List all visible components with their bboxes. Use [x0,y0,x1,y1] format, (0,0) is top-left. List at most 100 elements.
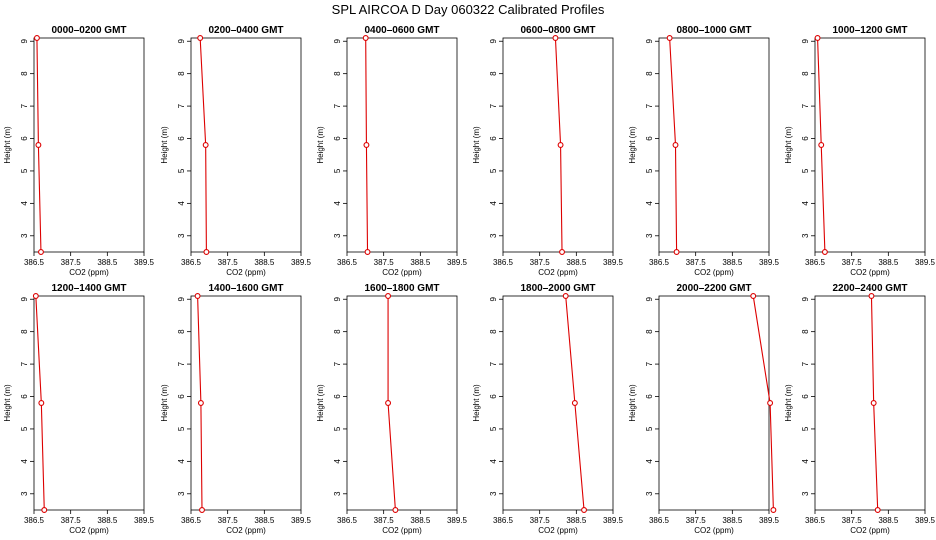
x-tick-label: 389.5 [447,516,468,525]
x-tick-label: 387.5 [61,516,82,525]
y-tick-label: 9 [177,38,186,43]
x-tick-label: 389.5 [915,516,936,525]
y-tick-label: 8 [801,329,810,334]
x-tick-label: 388.5 [410,258,431,267]
panels: 0000–0200 GMT 386.5 387.5 388.5 389.5 3 4 5 6 7 8 9… [3,25,936,535]
y-tick-label: 6 [177,136,186,141]
panel-title: 1000–1200 GMT [832,25,907,36]
y-tick-label: 6 [333,394,342,399]
y-tick-label: 6 [801,136,810,141]
panel-title: 0400–0600 GMT [364,25,439,36]
y-tick-label: 5 [333,426,342,431]
figure-title: SPL AIRCOA D Day 060322 Calibrated Profi… [332,2,605,17]
y-tick-label: 4 [489,201,498,206]
x-tick-label: 388.5 [722,516,743,525]
x-tick-label: 386.5 [337,258,358,267]
plot-box [814,295,926,511]
x-axis-label: CO2 (ppm) [538,268,578,277]
y-tick-label: 5 [177,426,186,431]
plot-box [814,37,926,253]
x-tick-label: 387.5 [374,258,395,267]
x-tick-label: 388.5 [878,258,899,267]
data-point [557,142,564,148]
x-tick-label: 389.5 [134,258,155,267]
y-tick-label: 3 [177,233,186,238]
x-axis-label: CO2 (ppm) [538,526,578,535]
y-axis-label: Height (m) [3,126,12,164]
data-point [868,293,875,299]
data-point [385,293,392,299]
x-tick-label: 386.5 [493,258,514,267]
y-tick-label: 6 [645,136,654,141]
y-tick-label: 6 [333,136,342,141]
y-tick-label: 9 [20,38,29,43]
y-tick-label: 3 [801,233,810,238]
panel-12: 2200–2400 GMT 386.5 387.5 388.5 389.5 3 4 5 6 7 8 9… [784,283,936,535]
x-axis-label: CO2 (ppm) [382,526,422,535]
y-tick-label: 9 [489,296,498,301]
x-tick-label: 387.5 [842,516,863,525]
y-axis-label: Height (m) [472,126,481,164]
y-tick-label: 5 [489,426,498,431]
y-tick-label: 6 [489,394,498,399]
panel-7: 1200–1400 GMT 386.5 387.5 388.5 389.5 3 4 5 6 7 8 9… [3,283,155,535]
panel-4: 0600–0800 GMT 386.5 387.5 388.5 389.5 3 4 5 6 7 8 9… [472,25,624,277]
y-tick-label: 9 [20,296,29,301]
y-tick-label: 8 [489,71,498,76]
x-tick-label: 386.5 [493,516,514,525]
data-point [673,249,680,255]
y-tick-label: 9 [645,38,654,43]
y-tick-label: 4 [645,459,654,464]
y-tick-label: 3 [801,491,810,496]
y-axis-label: Height (m) [160,126,169,164]
data-point [197,35,204,41]
panel-9: 1600–1800 GMT 386.5 387.5 388.5 389.5 3 4 5 6 7 8 9… [316,283,468,535]
y-axis-label: Height (m) [316,384,325,422]
y-tick-label: 8 [801,71,810,76]
y-tick-label: 4 [20,459,29,464]
y-axis-label: Height (m) [628,126,637,164]
x-tick-label: 387.5 [842,258,863,267]
y-tick-label: 7 [333,361,342,366]
x-tick-label: 389.5 [134,516,155,525]
panel-title: 0200–0400 GMT [208,25,283,36]
y-tick-label: 5 [489,168,498,173]
y-tick-label: 3 [489,491,498,496]
data-point [821,249,828,255]
plot-box [502,295,614,511]
data-point [870,400,877,406]
x-tick-label: 389.5 [759,516,780,525]
y-tick-label: 7 [645,361,654,366]
data-point [571,400,578,406]
data-point [818,142,825,148]
x-axis-label: CO2 (ppm) [69,526,109,535]
y-tick-label: 5 [333,168,342,173]
data-point [874,507,881,513]
x-tick-label: 389.5 [915,258,936,267]
data-point [38,400,45,406]
x-tick-label: 386.5 [649,258,670,267]
y-tick-label: 3 [333,233,342,238]
data-point [38,249,44,255]
y-tick-label: 8 [333,71,342,76]
data-point [202,142,209,148]
data-point [35,142,42,148]
y-tick-label: 7 [645,103,654,108]
x-tick-label: 387.5 [61,258,82,267]
x-tick-label: 387.5 [686,516,707,525]
x-tick-label: 389.5 [291,516,312,525]
x-tick-label: 386.5 [24,516,45,525]
data-point [385,400,392,406]
y-tick-label: 4 [489,459,498,464]
y-tick-label: 7 [489,103,498,108]
x-tick-label: 389.5 [603,516,624,525]
x-tick-label: 386.5 [181,516,202,525]
y-tick-label: 7 [333,103,342,108]
x-axis-label: CO2 (ppm) [850,268,890,277]
panel-title: 1600–1800 GMT [364,283,439,294]
y-tick-label: 4 [20,201,29,206]
panel-1: 0000–0200 GMT 386.5 387.5 388.5 389.5 3 4 5 6 7 8 9… [3,25,155,277]
panel-8: 1400–1600 GMT 386.5 387.5 388.5 389.5 3 4 5 6 7 8 9… [160,283,312,535]
y-tick-label: 8 [645,329,654,334]
